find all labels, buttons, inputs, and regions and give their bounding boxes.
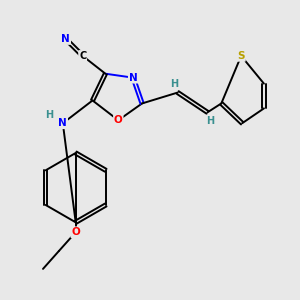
Text: H: H: [206, 116, 214, 126]
Text: C: C: [79, 51, 86, 61]
Text: H: H: [45, 110, 53, 120]
Text: H: H: [170, 79, 178, 89]
Text: O: O: [114, 115, 123, 125]
Text: N: N: [129, 73, 137, 83]
Text: N: N: [61, 34, 70, 44]
Text: S: S: [237, 51, 245, 61]
Text: O: O: [71, 227, 80, 237]
Text: N: N: [58, 118, 67, 128]
